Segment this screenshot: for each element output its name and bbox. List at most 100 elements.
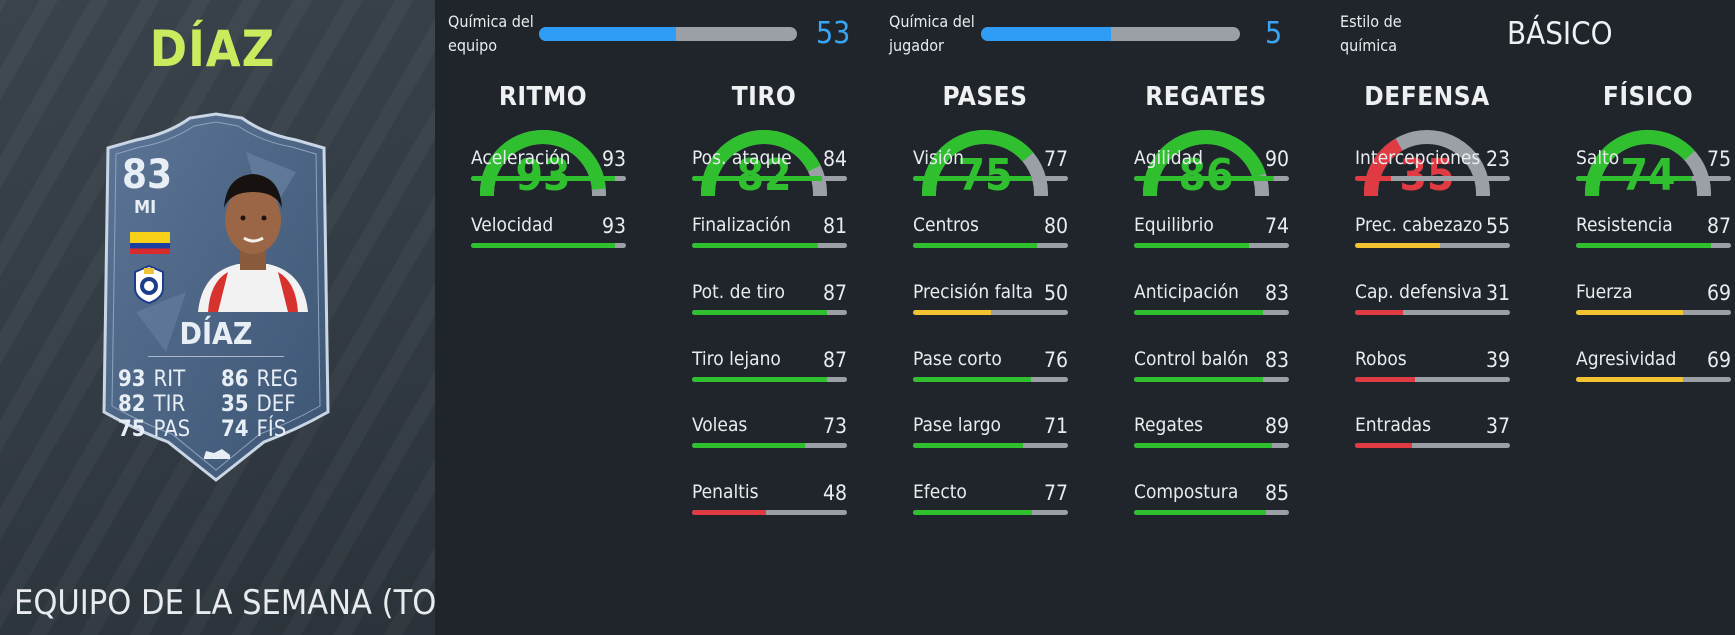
- stat-bar-fill: [1576, 243, 1711, 248]
- stat-bar: [1134, 510, 1289, 515]
- column-title: RITMO: [498, 82, 588, 112]
- stat-row[interactable]: Pot. de tiro 87: [692, 281, 847, 321]
- card-stat-value: 86: [221, 367, 249, 392]
- stat-row[interactable]: Precisión falta 50: [913, 281, 1068, 321]
- player-chemistry-bar: [981, 27, 1240, 41]
- stat-name: Efecto: [913, 481, 967, 503]
- label-line: Estilo de: [1340, 12, 1402, 31]
- stat-row[interactable]: Agresividad 69: [1576, 348, 1731, 388]
- stat-bar-fill: [1576, 377, 1683, 382]
- player-chemistry-fill: [981, 27, 1111, 41]
- stat-name: Resistencia: [1576, 214, 1673, 236]
- stat-bar: [1355, 377, 1510, 382]
- stat-row[interactable]: Control balón 83: [1134, 348, 1289, 388]
- stat-row[interactable]: Agilidad 90: [1134, 147, 1289, 187]
- stat-bar: [471, 176, 626, 181]
- stat-row[interactable]: Aceleración 93: [471, 147, 626, 187]
- stat-row[interactable]: Intercepciones 23: [1355, 147, 1510, 187]
- team-chemistry-fill: [539, 27, 676, 41]
- stat-row[interactable]: Penaltis 48: [692, 481, 847, 521]
- chemistry-style-value[interactable]: BÁSICO: [1507, 16, 1613, 52]
- stat-row[interactable]: Salto 75: [1576, 147, 1731, 187]
- stat-value: 81: [822, 214, 847, 238]
- stat-row[interactable]: Entradas 37: [1355, 414, 1510, 454]
- stat-bar-fill: [913, 377, 1031, 382]
- card-stat-def: 35 DEF: [221, 392, 296, 417]
- stat-row[interactable]: Pos. ataque 84: [692, 147, 847, 187]
- fc-porto-crest-icon: [134, 264, 164, 304]
- stat-bar-fill: [692, 377, 827, 382]
- column-title: DEFENSA: [1364, 82, 1490, 112]
- stat-row[interactable]: Voleas 73: [692, 414, 847, 454]
- card-stat-label: RIT: [153, 367, 186, 392]
- stat-row[interactable]: Efecto 77: [913, 481, 1068, 521]
- stat-bar: [692, 510, 847, 515]
- column-title: TIRO: [731, 82, 797, 112]
- card-stat-value: 74: [221, 417, 249, 442]
- stat-row[interactable]: Anticipación 83: [1134, 281, 1289, 321]
- stat-bar-fill: [692, 310, 827, 315]
- chemistry-style-label: Estilo de química: [1340, 10, 1402, 58]
- stat-bar: [913, 377, 1068, 382]
- stat-row[interactable]: Regates 89: [1134, 414, 1289, 454]
- stat-value: 69: [1706, 348, 1731, 372]
- team-chemistry-value: 53: [816, 16, 851, 51]
- team-chemistry-label: Química del equipo: [448, 10, 534, 58]
- gauge-fill: [922, 130, 1034, 196]
- stat-name: Anticipación: [1134, 281, 1239, 303]
- player-card[interactable]: 83 MI DÍAZ 93 RIT: [96, 112, 336, 482]
- stat-value: 37: [1485, 414, 1510, 438]
- stat-row[interactable]: Finalización 81: [692, 214, 847, 254]
- stat-bar: [1355, 443, 1510, 448]
- rating-gauge: [1585, 130, 1711, 196]
- card-stat-value: 35: [221, 392, 249, 417]
- stat-bar-fill: [1576, 176, 1693, 181]
- stat-bar-fill: [913, 510, 1033, 515]
- stat-row[interactable]: Fuerza 69: [1576, 281, 1731, 321]
- stat-row[interactable]: Compostura 85: [1134, 481, 1289, 521]
- gauge-value: 86: [1178, 150, 1234, 201]
- stat-bar-fill: [1134, 443, 1272, 448]
- stat-bar-fill: [1134, 377, 1263, 382]
- stat-bar: [1576, 243, 1731, 248]
- stat-value: 87: [822, 281, 847, 305]
- stat-bar: [1355, 243, 1510, 248]
- stat-name: Regates: [1134, 414, 1203, 436]
- column-title: PASES: [942, 82, 1028, 112]
- card-stat-value: 93: [118, 367, 146, 392]
- stat-row[interactable]: Centros 80: [913, 214, 1068, 254]
- stat-row[interactable]: Pase corto 76: [913, 348, 1068, 388]
- gauge-value: 74: [1620, 150, 1676, 201]
- stat-bar-fill: [1355, 243, 1441, 248]
- stat-row[interactable]: Prec. cabezazo 55: [1355, 214, 1510, 254]
- stat-bar: [1134, 443, 1289, 448]
- stat-row[interactable]: Velocidad 93: [471, 214, 626, 254]
- card-stat-pas: 75 PAS: [118, 417, 190, 442]
- stat-name: Pot. de tiro: [692, 281, 785, 303]
- stat-value: 87: [822, 348, 847, 372]
- stat-value: 73: [822, 414, 847, 438]
- stat-name: Cap. defensiva: [1355, 281, 1483, 303]
- stat-name: Prec. cabezazo: [1355, 214, 1483, 236]
- stat-row[interactable]: Equilibrio 74: [1134, 214, 1289, 254]
- stat-row[interactable]: Resistencia 87: [1576, 214, 1731, 254]
- stat-row[interactable]: Cap. defensiva 31: [1355, 281, 1510, 321]
- card-stat-value: 75: [118, 417, 146, 442]
- label-line: química: [1340, 36, 1398, 55]
- stat-row[interactable]: Visión 77: [913, 147, 1068, 187]
- stat-name: Precisión falta: [913, 281, 1034, 303]
- stat-row[interactable]: Robos 39: [1355, 348, 1510, 388]
- stat-value: 71: [1043, 414, 1068, 438]
- card-stat-label: REG: [256, 367, 299, 392]
- stat-name: Pase largo: [913, 414, 1002, 436]
- stat-row[interactable]: Tiro lejano 87: [692, 348, 847, 388]
- stat-bar: [1576, 310, 1731, 315]
- stat-row[interactable]: Pase largo 71: [913, 414, 1068, 454]
- stat-bar-fill: [471, 243, 616, 248]
- stat-name: Velocidad: [471, 214, 554, 236]
- stat-name: Pase corto: [913, 348, 1002, 370]
- stat-name: Agresividad: [1576, 348, 1677, 370]
- player-name-title: DÍAZ: [149, 20, 276, 78]
- stat-name: Robos: [1355, 348, 1407, 370]
- stat-value: 84: [822, 147, 847, 171]
